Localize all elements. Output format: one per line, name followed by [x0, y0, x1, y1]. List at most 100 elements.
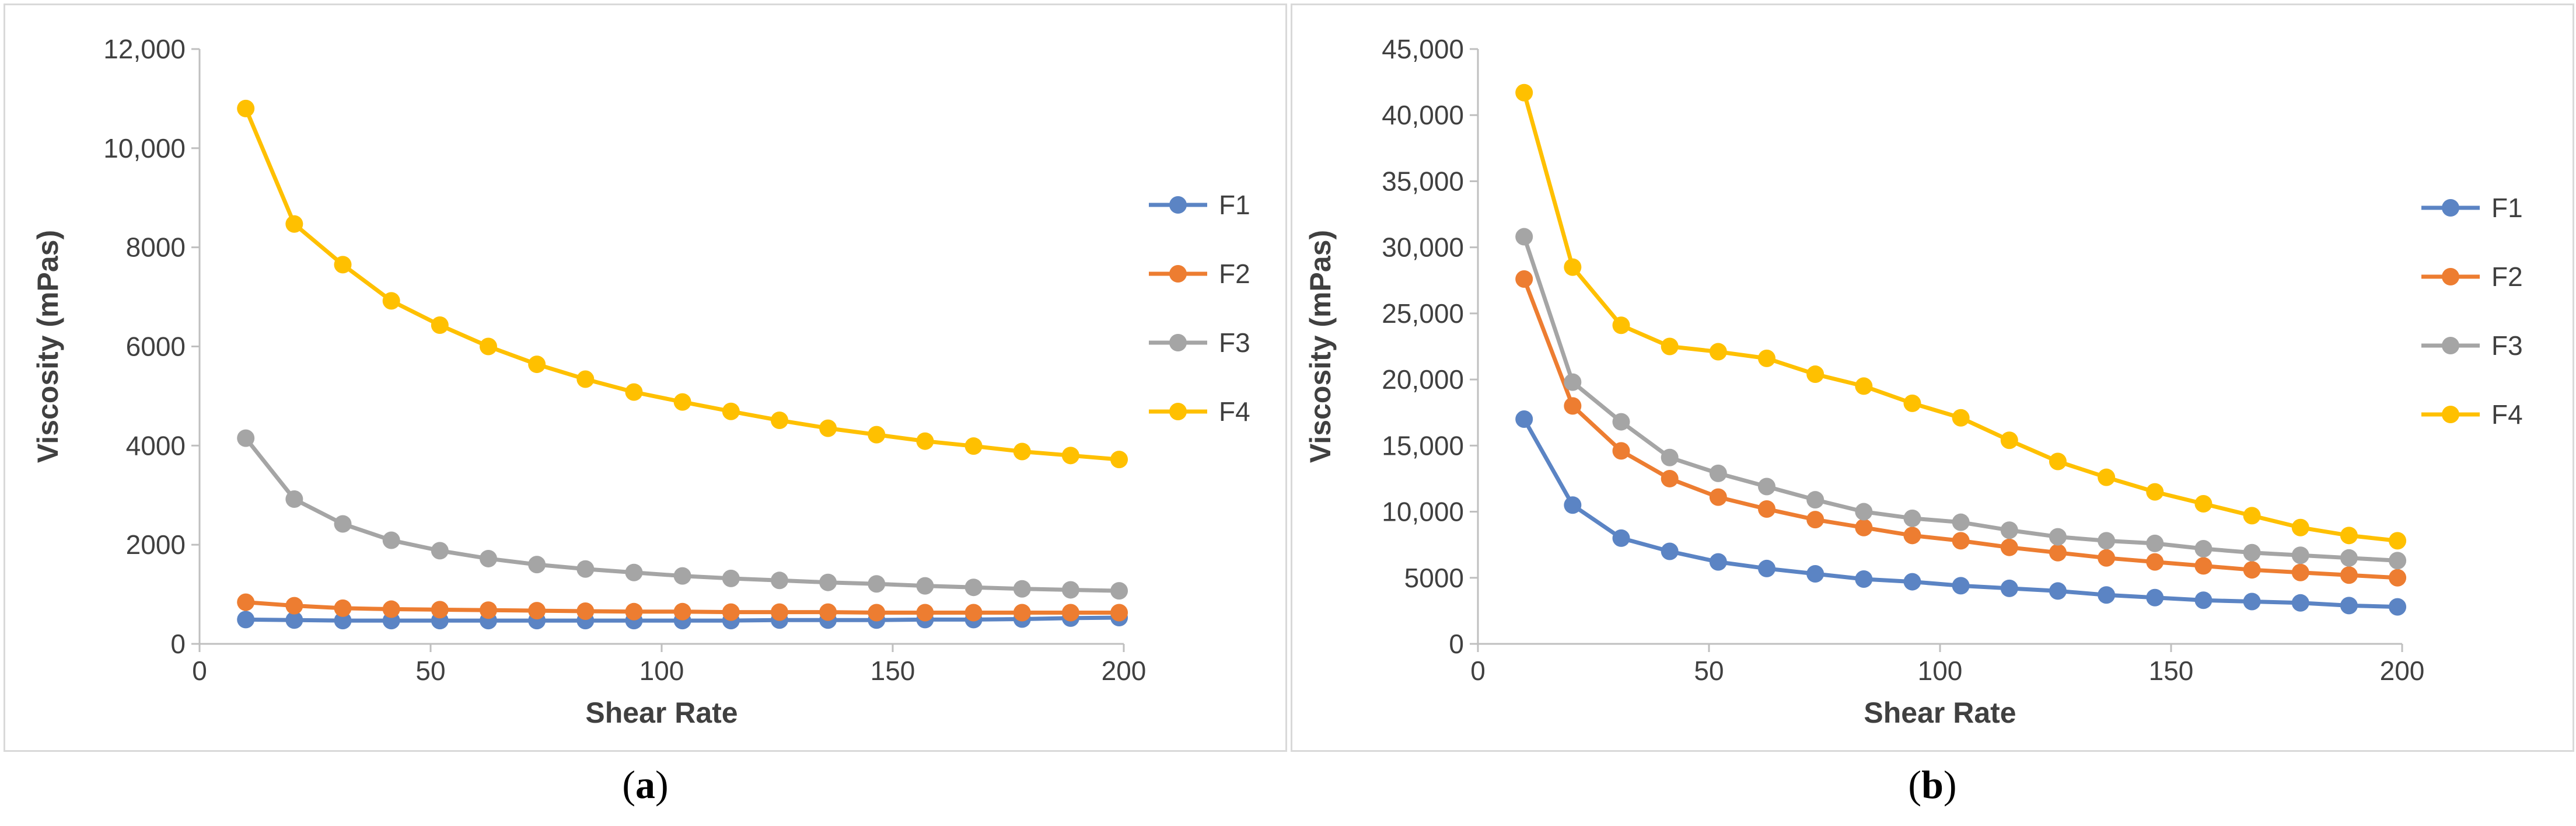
legend-marker-f1 — [1169, 196, 1187, 214]
data-point-f2 — [964, 604, 983, 622]
data-point-f2 — [237, 593, 255, 611]
chart-panel-b: 0 5000 10,000 15,000 20,000 25,000 30,000 35,00… — [1291, 4, 2574, 752]
data-point-f3 — [1855, 503, 1873, 521]
data-point-f3 — [285, 490, 303, 508]
data-point-f1 — [2243, 593, 2261, 611]
data-point-f3 — [673, 567, 691, 585]
data-point-f1 — [1952, 577, 1970, 595]
caption-a-letter: a — [635, 762, 655, 807]
data-point-f3 — [1110, 582, 1128, 600]
legend-label-f1: F1 — [1219, 190, 1250, 220]
data-point-f3 — [1515, 228, 1533, 246]
legend-label-f3: F3 — [1219, 327, 1250, 358]
data-point-f1 — [2389, 598, 2407, 616]
legend-label-f2: F2 — [2491, 262, 2523, 292]
data-point-f4 — [2243, 507, 2261, 525]
y-tick-label: 6000 — [126, 332, 186, 362]
data-point-f3 — [1564, 373, 1582, 391]
y-tick-label: 15,000 — [1382, 430, 1464, 461]
y-tick-label: 45,000 — [1382, 34, 1464, 64]
y-tick-label: 35,000 — [1382, 166, 1464, 196]
data-point-f2 — [576, 602, 595, 620]
data-point-f4 — [285, 215, 303, 233]
data-point-f2 — [480, 601, 497, 619]
data-point-f3 — [2291, 546, 2309, 564]
data-point-f1 — [1758, 559, 1775, 577]
x-tick-label: 100 — [639, 656, 684, 686]
data-point-f4 — [1855, 377, 1873, 395]
data-point-f2 — [334, 599, 352, 617]
legend-marker-f1 — [2442, 199, 2459, 217]
series-line-f3 — [1522, 236, 2398, 563]
y-tick-label: 4000 — [126, 430, 186, 461]
data-point-f3 — [1013, 580, 1031, 598]
data-point-f3 — [2146, 534, 2164, 552]
data-point-f3 — [916, 577, 934, 595]
data-point-f2 — [1855, 518, 1873, 536]
data-point-f4 — [2291, 518, 2309, 536]
x-tick-label: 0 — [1470, 656, 1486, 686]
data-point-f2 — [285, 597, 303, 615]
data-point-f4 — [237, 99, 255, 117]
data-point-f2 — [1758, 500, 1775, 518]
chart-a: 0 2000 4000 6000 8000 10,000 12,000 0 50 100 150 20… — [32, 34, 1250, 729]
data-point-f2 — [2049, 543, 2067, 562]
x-tick-label: 150 — [871, 656, 915, 686]
data-point-f2 — [916, 604, 934, 622]
legend-marker-f3 — [2442, 337, 2459, 354]
y-axis-title: Viscosity (mPas) — [1304, 230, 1337, 463]
data-point-f3 — [382, 531, 400, 549]
data-point-f3 — [2098, 532, 2116, 550]
data-point-f2 — [2146, 553, 2164, 571]
data-point-f3 — [1061, 581, 1079, 599]
data-point-f1 — [2194, 591, 2213, 609]
data-point-f2 — [2000, 538, 2018, 556]
y-axis-title: Viscosity (mPas) — [32, 230, 64, 463]
data-point-f3 — [2340, 549, 2358, 567]
data-point-f4 — [2146, 483, 2164, 501]
data-point-f4 — [964, 437, 983, 455]
data-point-f2 — [1806, 511, 1824, 529]
data-point-f4 — [2340, 527, 2358, 545]
data-point-f3 — [1952, 513, 1970, 531]
legend-label-f4: F4 — [1219, 396, 1250, 427]
data-point-f4 — [2049, 452, 2067, 470]
data-point-f1 — [1564, 496, 1582, 514]
data-point-f3 — [2049, 528, 2067, 546]
x-tick-label: 150 — [2149, 656, 2194, 686]
data-point-f2 — [382, 600, 400, 618]
data-point-f1 — [2049, 582, 2067, 600]
data-point-f2 — [1903, 527, 1921, 545]
y-tick-label: 25,000 — [1382, 298, 1464, 329]
legend-label-f3: F3 — [2491, 330, 2523, 361]
data-point-f2 — [2389, 569, 2407, 587]
data-point-f4 — [819, 419, 837, 437]
data-point-f4 — [1709, 343, 1727, 361]
x-tick-label: 50 — [415, 656, 445, 686]
data-point-f1 — [1709, 553, 1727, 571]
y-tick-label: 10,000 — [1382, 497, 1464, 527]
data-point-f2 — [1952, 532, 1970, 550]
data-point-f3 — [1806, 491, 1824, 509]
y-tick-label: 8000 — [126, 232, 186, 263]
x-tick-label: 100 — [1918, 656, 1963, 686]
data-point-f4 — [334, 256, 352, 274]
data-point-f2 — [722, 603, 740, 621]
data-point-f2 — [1110, 604, 1128, 622]
data-point-f2 — [1061, 604, 1079, 622]
data-point-f2 — [2194, 557, 2213, 575]
y-tick-label: 0 — [1449, 629, 1464, 659]
data-point-f4 — [480, 337, 497, 356]
data-point-f4 — [916, 432, 934, 450]
data-point-f2 — [431, 601, 449, 619]
data-point-f2 — [625, 602, 643, 621]
y-tick-label: 40,000 — [1382, 100, 1464, 130]
data-point-f4 — [2098, 468, 2116, 486]
y-tick-label: 10,000 — [103, 133, 186, 163]
data-point-f4 — [1758, 349, 1775, 367]
data-point-f4 — [1661, 337, 1679, 356]
data-point-f3 — [480, 549, 497, 567]
data-point-f2 — [868, 604, 886, 622]
data-point-f1 — [1806, 564, 1824, 583]
data-point-f2 — [1709, 488, 1727, 506]
